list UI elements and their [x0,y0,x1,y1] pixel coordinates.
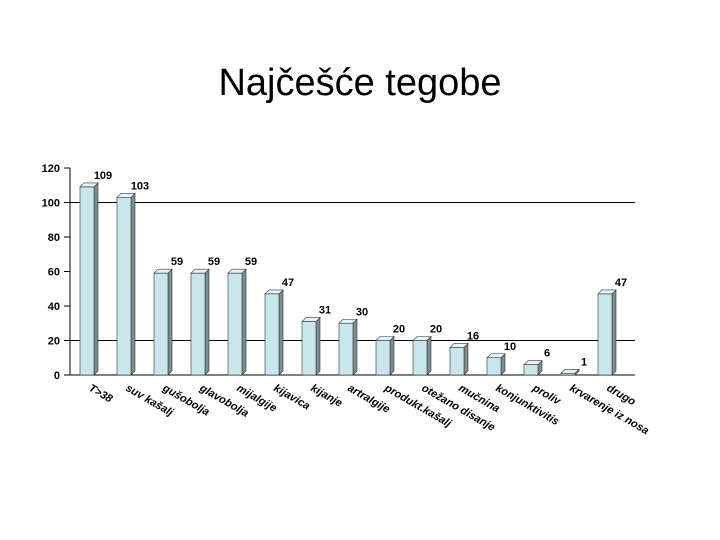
category-label: kijanje [309,382,345,410]
bar-1 [79,182,99,376]
bar-side [315,316,321,376]
bar-front [153,272,169,376]
bar-front [227,272,243,376]
bar-7 [301,316,321,376]
bar-13 [523,359,543,376]
data-label: 59 [171,256,183,268]
bar-front [264,293,280,376]
data-label: 109 [94,170,112,182]
bar-front [301,321,317,376]
y-tick-label: 20 [48,336,60,348]
y-tick-label: 100 [42,198,60,210]
data-label: 10 [504,341,516,353]
category-label: T>38 [87,382,116,406]
y-tick-label: 40 [48,301,60,313]
bar-8 [338,318,358,376]
bar-side [130,192,136,376]
data-label: 31 [319,305,331,317]
bar-side [241,268,247,376]
data-label: 16 [467,330,479,342]
data-label: 47 [615,277,627,289]
bar-front [486,357,502,376]
bar-3 [153,268,173,376]
data-label: 20 [430,324,442,336]
bar-9 [375,335,395,376]
bar-side [93,182,99,376]
data-labels: 109 103 59 59 59 47 31 30 20 20 16 10 6 1 47 [94,170,627,368]
data-label: 59 [208,256,220,268]
y-tick-label: 0 [54,370,60,382]
bar-15 [597,289,617,376]
category-label: konjunktivitis [494,382,561,428]
bar-5 [227,268,247,376]
bar-side [426,335,432,376]
bar-front [190,272,206,376]
y-tick-label: 80 [48,232,60,244]
slide-title: Najčešće tegobe [218,62,502,104]
data-label: 30 [356,306,368,318]
bar-side [167,268,173,376]
data-label: 6 [544,348,550,360]
bar-4 [190,268,210,376]
bar-6 [264,289,284,376]
bar-front [560,372,576,376]
data-label: 1 [581,356,587,368]
y-tick-label: 60 [48,267,60,279]
bar-10 [412,335,432,376]
bar-side [278,289,284,376]
bar-side [463,342,469,376]
bar-front [412,340,428,376]
bar-side [352,318,358,376]
bar-side [204,268,210,376]
data-label: 59 [245,256,257,268]
bars [79,182,617,376]
bar-11 [449,342,469,376]
bar-front [449,347,465,376]
bar-front [375,340,391,376]
y-tick-label: 120 [42,163,60,175]
bar-side [611,289,617,376]
bar-front [597,293,613,376]
bar-2 [116,192,136,376]
bar-front [338,322,354,376]
bar-front [79,186,95,376]
data-label: 47 [282,277,294,289]
bar-front [116,197,132,376]
category-label: kijavica [272,382,312,412]
bar-14 [560,368,580,376]
bar-side [389,335,395,376]
bar-12 [486,353,506,376]
category-labels: T>38 suv kašaljgušoboljaglavoboljamijalgi… [87,382,651,438]
data-label: 103 [131,180,149,192]
bar-front [523,364,539,376]
data-label: 20 [393,324,405,336]
